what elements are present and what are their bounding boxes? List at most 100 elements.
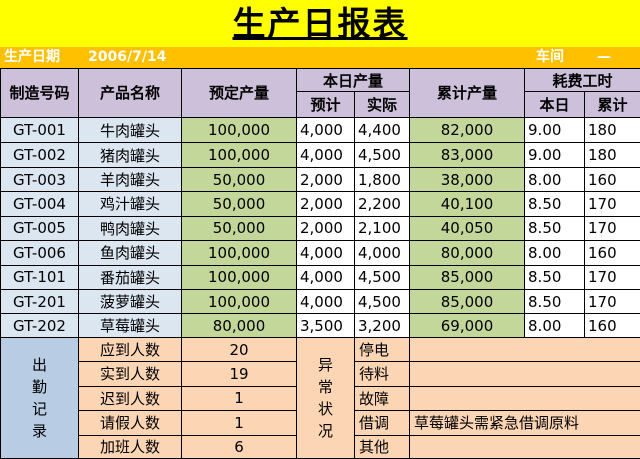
cell-product: 番茄罐头	[78, 264, 182, 291]
cell-forecast: 2,000	[296, 191, 355, 217]
cell-product: 猪肉罐头	[78, 142, 182, 168]
cell-actual: 4,500	[353, 288, 411, 315]
cell-cumulative: 85,000	[409, 264, 526, 291]
exception-label-char: 况	[317, 421, 333, 440]
cell-cumulative: 83,000	[409, 142, 526, 168]
table-row: GT-004 鸡汁罐头 50,000 2,000 2,200 40,100 8.…	[0, 191, 640, 217]
exception-item-label: 待料	[353, 361, 411, 387]
cell-code: GT-001	[0, 116, 79, 144]
cell-planned: 50,000	[181, 166, 297, 193]
attendance-label-char: 勤	[31, 377, 47, 396]
cell-cumulative: 40,050	[409, 215, 526, 242]
cell-product: 牛肉罐头	[78, 116, 182, 144]
cell-product: 鸡汁罐头	[78, 191, 182, 217]
cell-hours-total: 160	[584, 313, 640, 338]
cell-hours-total: 170	[584, 264, 640, 291]
cell-forecast: 4,000	[296, 264, 355, 291]
cell-product: 鱼肉罐头	[78, 240, 182, 266]
record-row: 迟到人数 1 故障	[1, 385, 640, 412]
cell-planned: 50,000	[181, 191, 297, 217]
cell-cumulative: 80,000	[409, 240, 526, 266]
cell-product: 鸭肉罐头	[78, 215, 182, 242]
header-product: 产品名称	[78, 68, 182, 118]
attendance-item-label: 迟到人数	[78, 385, 182, 412]
cell-cumulative: 69,000	[409, 313, 526, 338]
cell-planned: 100,000	[181, 240, 297, 266]
attendance-item-label: 应到人数	[78, 336, 182, 363]
cell-hours-total: 170	[584, 215, 640, 242]
cell-hours-today: 9.00	[524, 142, 586, 168]
cell-forecast: 4,000	[296, 116, 355, 144]
cell-hours-today: 8.00	[524, 240, 586, 266]
cell-planned: 100,000	[181, 264, 297, 291]
exception-item-note: 草莓罐头需紧急借调原料	[409, 410, 640, 436]
table-row: GT-005 鸭肉罐头 50,000 2,000 2,100 40,050 8.…	[0, 215, 640, 242]
attendance-label-char: 录	[31, 421, 47, 440]
exception-item-note	[409, 336, 640, 363]
table-row: GT-003 羊肉罐头 50,000 2,000 1,800 38,000 8.…	[0, 166, 640, 193]
date-label: 生产日期	[4, 49, 60, 65]
cell-actual: 4,400	[353, 116, 411, 144]
record-row: 加班人数 6 其他	[1, 434, 640, 459]
cell-actual: 1,800	[353, 166, 411, 193]
cell-planned: 100,000	[181, 116, 297, 144]
cell-hours-today: 8.50	[524, 191, 586, 217]
cell-planned: 80,000	[181, 313, 297, 338]
attendance-item-label: 请假人数	[78, 410, 182, 436]
cell-actual: 3,200	[353, 313, 411, 338]
cell-hours-total: 170	[584, 288, 640, 315]
exception-section-label: 异 常 状 况	[296, 336, 355, 459]
table-row: GT-202 草莓罐头 80,000 3,500 3,200 69,000 8.…	[0, 313, 640, 338]
attendance-item-value: 19	[181, 361, 297, 387]
cell-forecast: 4,000	[296, 142, 355, 168]
cell-actual: 2,100	[353, 215, 411, 242]
report-table: 制造号码 产品名称 预定产量 本日产量 累计产量 耗费工时 预计 实际 本日 累…	[0, 67, 640, 459]
cell-hours-today: 8.00	[524, 313, 586, 338]
exception-item-label: 停电	[353, 336, 411, 363]
attendance-item-value: 6	[181, 434, 297, 459]
attendance-item-value: 1	[181, 385, 297, 412]
cell-forecast: 2,000	[296, 215, 355, 242]
cell-product: 羊肉罐头	[78, 166, 182, 193]
cell-hours-today: 8.00	[524, 166, 586, 193]
cell-cumulative: 40,100	[409, 191, 526, 217]
exception-item-label: 借调	[353, 410, 411, 436]
cell-product: 草莓罐头	[78, 313, 182, 338]
header-hours-today: 本日	[524, 91, 586, 118]
cell-planned: 100,000	[181, 288, 297, 315]
exception-item-note	[409, 361, 640, 387]
header-planned: 预定产量	[181, 68, 297, 118]
attendance-label-char: 出	[31, 355, 47, 374]
title-band: 生产日报表	[0, 0, 640, 47]
cell-hours-today: 9.00	[524, 116, 586, 144]
header-today-output: 本日产量	[295, 67, 411, 93]
header-hours-total: 累计	[584, 91, 640, 118]
header-code: 制造号码	[0, 68, 79, 118]
table-row: GT-002 猪肉罐头 100,000 4,000 4,500 83,000 9…	[0, 142, 640, 168]
attendance-item-value: 20	[181, 336, 297, 363]
attendance-section-label: 出 勤 记 录	[0, 336, 79, 459]
table-row: GT-201 菠萝罐头 100,000 4,000 4,500 85,000 8…	[0, 288, 640, 315]
table-row: GT-006 鱼肉罐头 100,000 4,000 4,000 80,000 8…	[0, 240, 640, 266]
report-title: 生产日报表	[232, 4, 408, 43]
cell-code: GT-002	[0, 142, 79, 168]
cell-actual: 4,500	[353, 264, 411, 291]
exception-item-label: 其他	[353, 434, 411, 459]
cell-code: GT-202	[0, 313, 79, 338]
cell-product: 菠萝罐头	[78, 288, 182, 315]
cell-code: GT-003	[0, 166, 79, 193]
header-forecast: 预计	[296, 91, 355, 118]
workshop-value: —	[597, 49, 611, 65]
exception-label-char: 状	[317, 399, 333, 418]
cell-code: GT-006	[0, 240, 79, 266]
header-actual: 实际	[353, 91, 411, 118]
date-band: 生产日期 2006/7/14 车间 —	[0, 47, 640, 68]
cell-code: GT-004	[0, 191, 79, 217]
exception-label-char: 异	[317, 355, 333, 374]
cell-planned: 50,000	[181, 215, 297, 242]
cell-forecast: 2,000	[296, 166, 355, 193]
exception-label-char: 常	[317, 377, 333, 396]
header-cumulative: 累计产量	[409, 68, 526, 118]
cell-cumulative: 38,000	[409, 166, 526, 193]
